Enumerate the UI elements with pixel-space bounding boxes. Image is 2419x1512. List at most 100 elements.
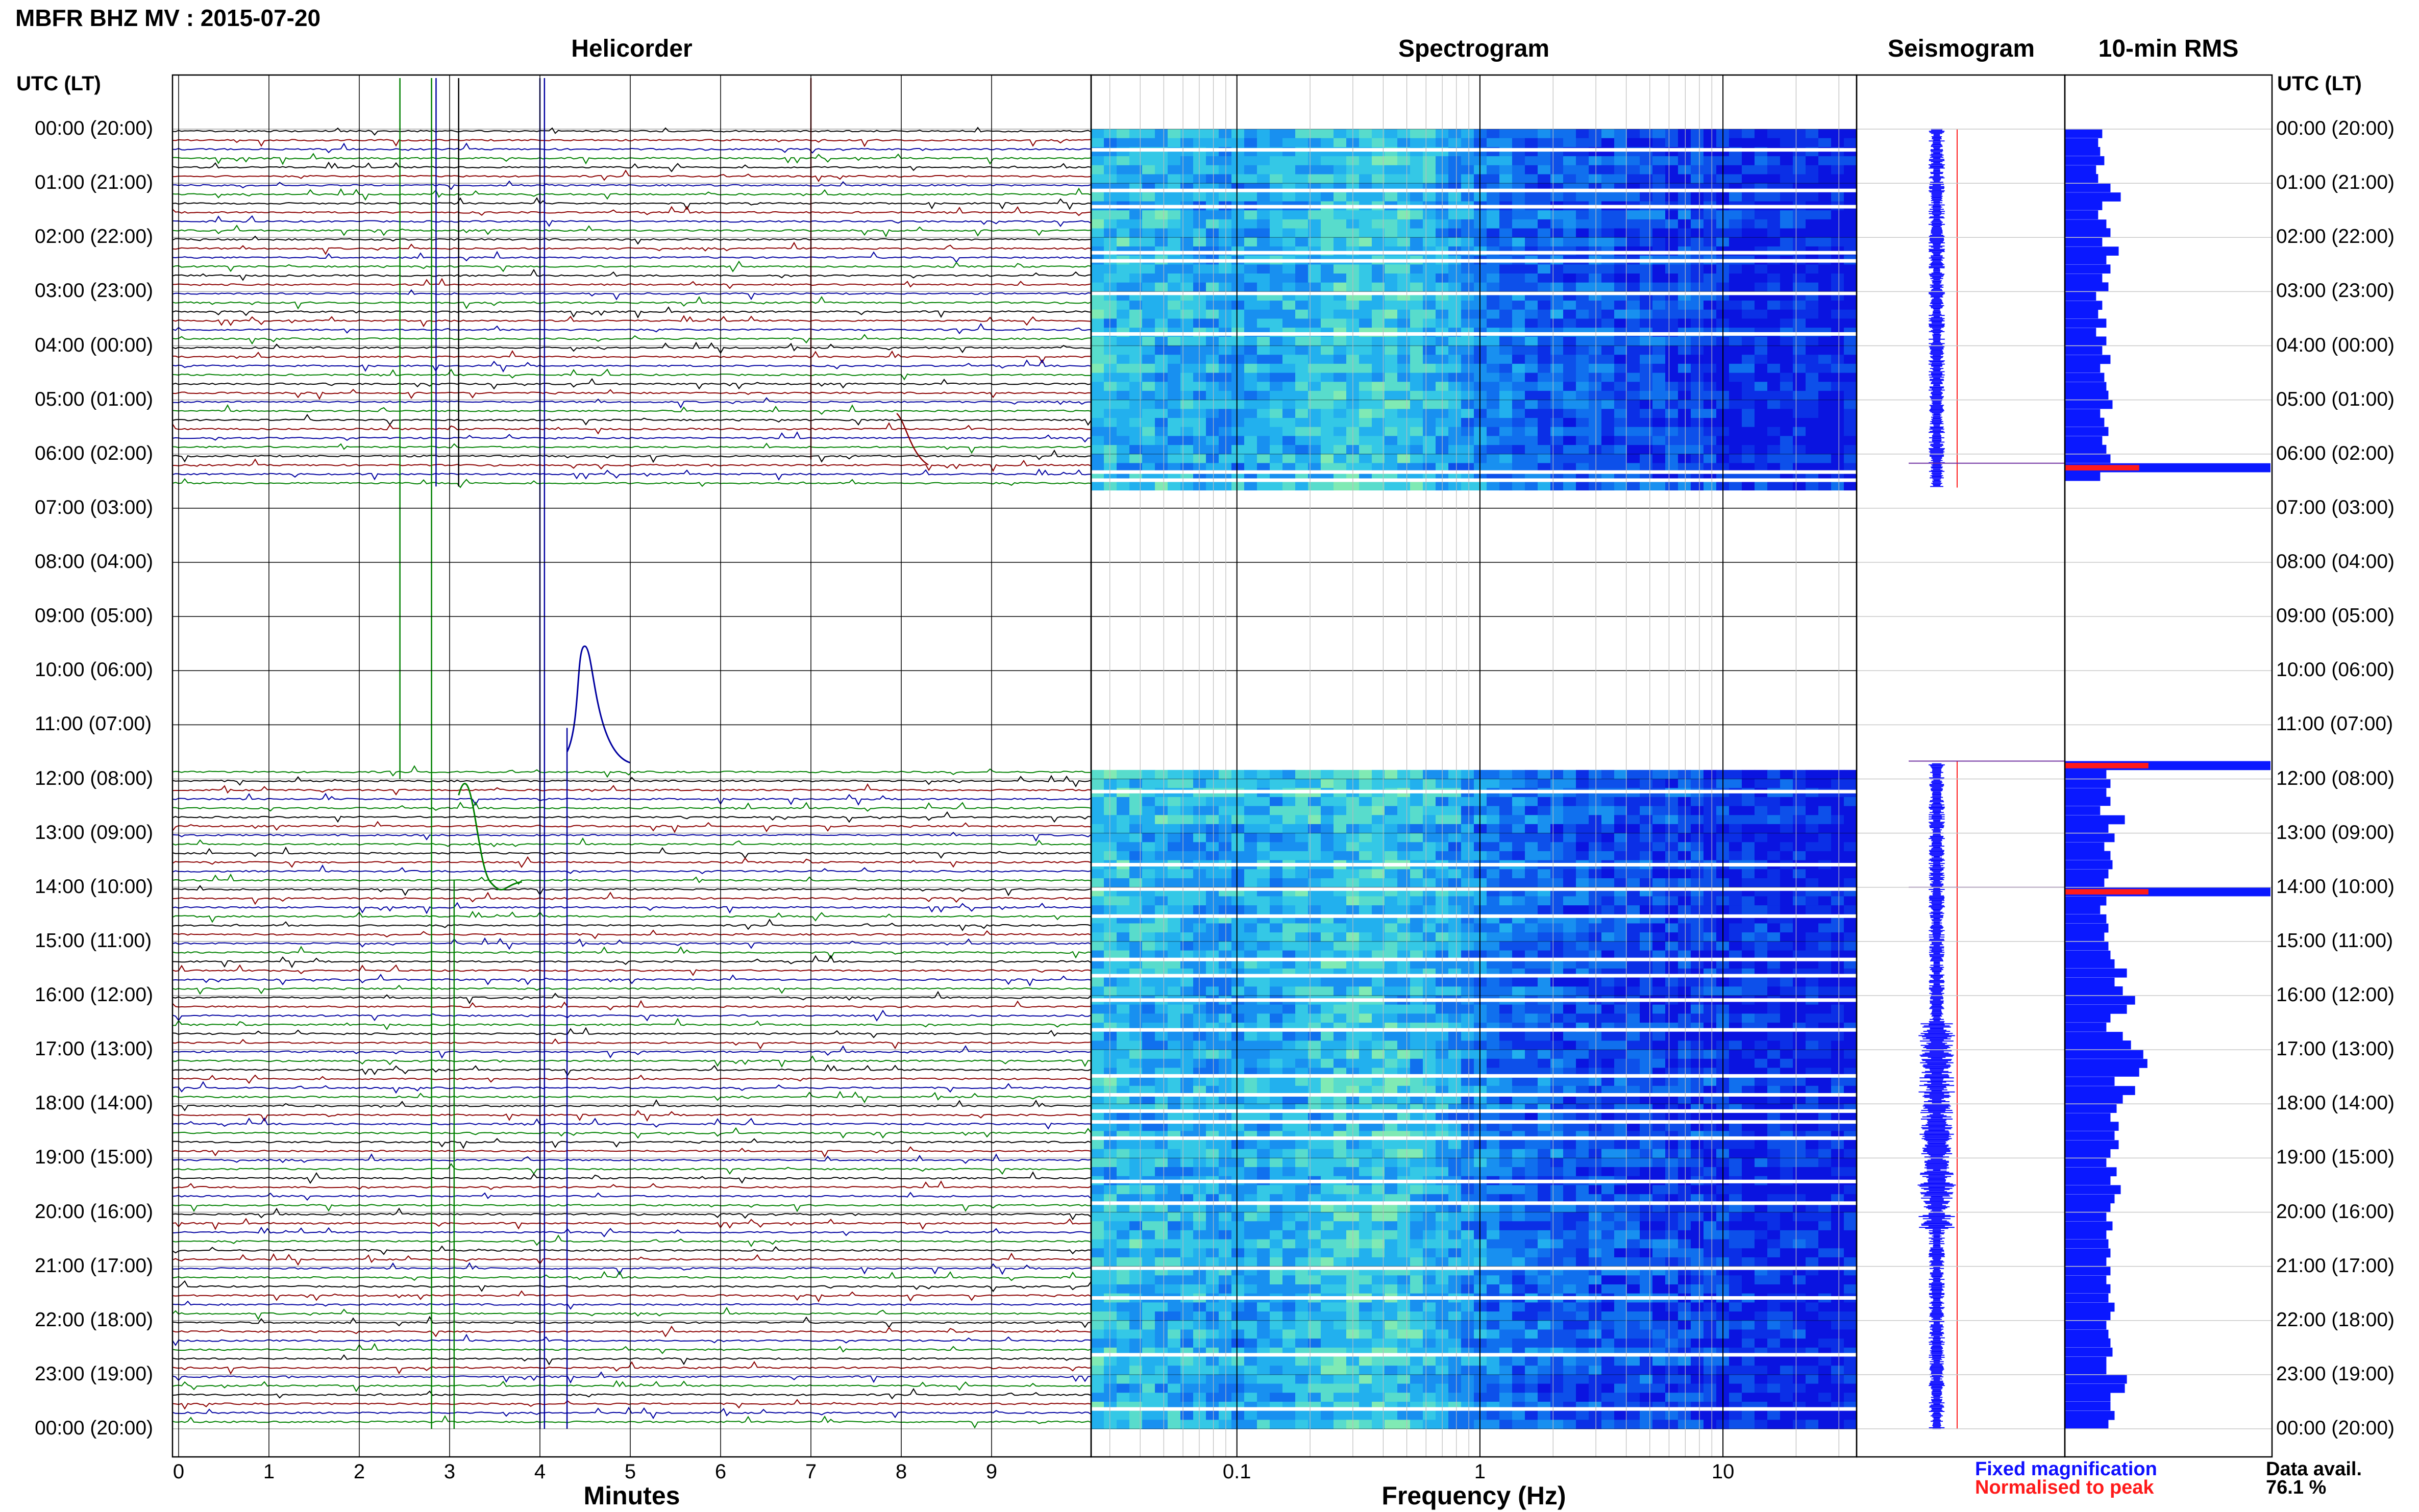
minute-tick-label: 0 [172,1460,185,1483]
time-label-left: 16:00 (12:00) [35,984,154,1006]
rms-bar [2065,282,2109,292]
rms-bar [2065,264,2111,274]
rms-bar [2065,1320,2107,1330]
time-label-left: 14:00 (10:00) [35,875,154,898]
minute-tick-label: 5 [624,1460,636,1483]
time-label-left: 01:00 (21:00) [35,171,154,194]
minutes-axis-label: Minutes [583,1481,680,1510]
panel-frames [171,74,2273,1458]
time-label-left: 09:00 (05:00) [35,605,154,627]
time-label-right: 10:00 (06:00) [2276,659,2395,681]
rms-bar [2065,454,2111,463]
rms-bar [2065,1167,2117,1177]
minute-tick-label: 8 [895,1460,907,1483]
rms-bar [2065,291,2096,301]
rms-bar [2065,363,2101,373]
rms-bar [2065,165,2096,175]
rms-bar [2065,869,2109,879]
time-label-left: 22:00 (18:00) [35,1308,154,1331]
time-label-right: 06:00 (02:00) [2276,442,2395,464]
rms-bar [2065,1176,2111,1185]
rms-bar [2065,770,2107,779]
frequency-tick-label: 10 [1711,1460,1735,1483]
rms-bar [2065,1275,2107,1285]
rms-bar [2065,1113,2111,1122]
time-label-right: 19:00 (15:00) [2276,1146,2395,1169]
rms-bar [2065,255,2107,264]
rms-bar [2065,201,2103,210]
rms-bar [2065,138,2099,147]
rms-bar [2065,1365,2107,1375]
minute-tick-label: 7 [805,1460,817,1483]
rms-bar [2065,977,2115,987]
rms-bar [2065,382,2107,391]
rms-bar [2065,932,2105,941]
rms-bar [2065,1122,2119,1131]
rms-bar [2065,129,2103,138]
rms-bar [2065,1104,2117,1113]
rms-bar [2065,355,2111,364]
time-label-left: 08:00 (04:00) [35,551,154,573]
rms-bar [2065,905,2101,914]
rms-bar [2065,1401,2111,1411]
rms-bar [2065,1311,2111,1321]
time-label-right: 20:00 (16:00) [2276,1200,2395,1223]
time-label-right: 11:00 (07:00) [2276,713,2393,735]
rms-bar [2065,309,2099,319]
time-label-left: 20:00 (16:00) [35,1200,154,1223]
spectrogram-title: Spectrogram [1398,35,1550,62]
time-label-right: 04:00 (00:00) [2276,334,2395,356]
time-label-right: 07:00 (03:00) [2276,496,2395,518]
legend-normalised-to-peak: Normalised to peak [1975,1477,2154,1498]
seismogram-title: Seismogram [1887,35,2035,62]
hel-frame [171,74,1092,1458]
rms-bar [2065,400,2113,409]
rms-bar [2065,147,2101,156]
time-label-right: 15:00 (11:00) [2276,929,2393,952]
rms-bar [2065,417,2105,427]
rms-bar [2065,806,2101,815]
rms-bar [2065,1419,2109,1429]
rms-bar [2065,1257,2107,1267]
rms-bar [2065,328,2096,337]
time-label-right: 18:00 (14:00) [2276,1092,2395,1114]
rms-bar [2065,797,2111,806]
time-label-left: 02:00 (22:00) [35,226,154,248]
rms-bar [2065,1356,2107,1366]
rms-bar [2065,1185,2121,1195]
rms-bar [2065,1068,2139,1077]
rms-bar [2065,914,2107,924]
rms-bar [2065,1023,2107,1032]
rms-bar [2065,788,2107,798]
rms-bar [2065,373,2105,382]
rms-bar [2065,444,2107,454]
rms-bar [2065,959,2115,969]
rms-bar [2065,1059,2148,1068]
rms-bar [2065,1005,2127,1014]
time-label-left: 03:00 (23:00) [35,280,154,302]
frequency-tick-label: 0.1 [1222,1460,1251,1483]
rms-bar [2065,1131,2115,1140]
rms-bar [2065,968,2127,978]
rms-bar [2065,345,2103,355]
minute-tick-label: 4 [534,1460,546,1483]
rms-bar [2065,228,2111,237]
rms-bar [2065,1392,2111,1402]
rms-bar [2065,950,2111,960]
rms-bar [2065,409,2101,418]
time-label-left: 13:00 (09:00) [35,821,154,844]
time-label-right: 12:00 (08:00) [2276,767,2395,789]
grid-lines [172,75,2272,1457]
rms-bar [2065,996,2135,1005]
time-label-right: 09:00 (05:00) [2276,605,2395,627]
rms-bar [2065,1374,2127,1384]
time-label-right: 21:00 (17:00) [2276,1254,2395,1277]
time-label-right: 00:00 (20:00) [2276,117,2395,139]
time-label-left: 00:00 (20:00) [35,117,154,139]
rms-bar [2065,842,2105,852]
rms-bar [2065,174,2099,183]
rms-bar [2065,1050,2143,1059]
rms-bar [2065,246,2119,256]
rms-bar [2065,1013,2111,1023]
time-label-left: 11:00 (07:00) [35,713,152,735]
